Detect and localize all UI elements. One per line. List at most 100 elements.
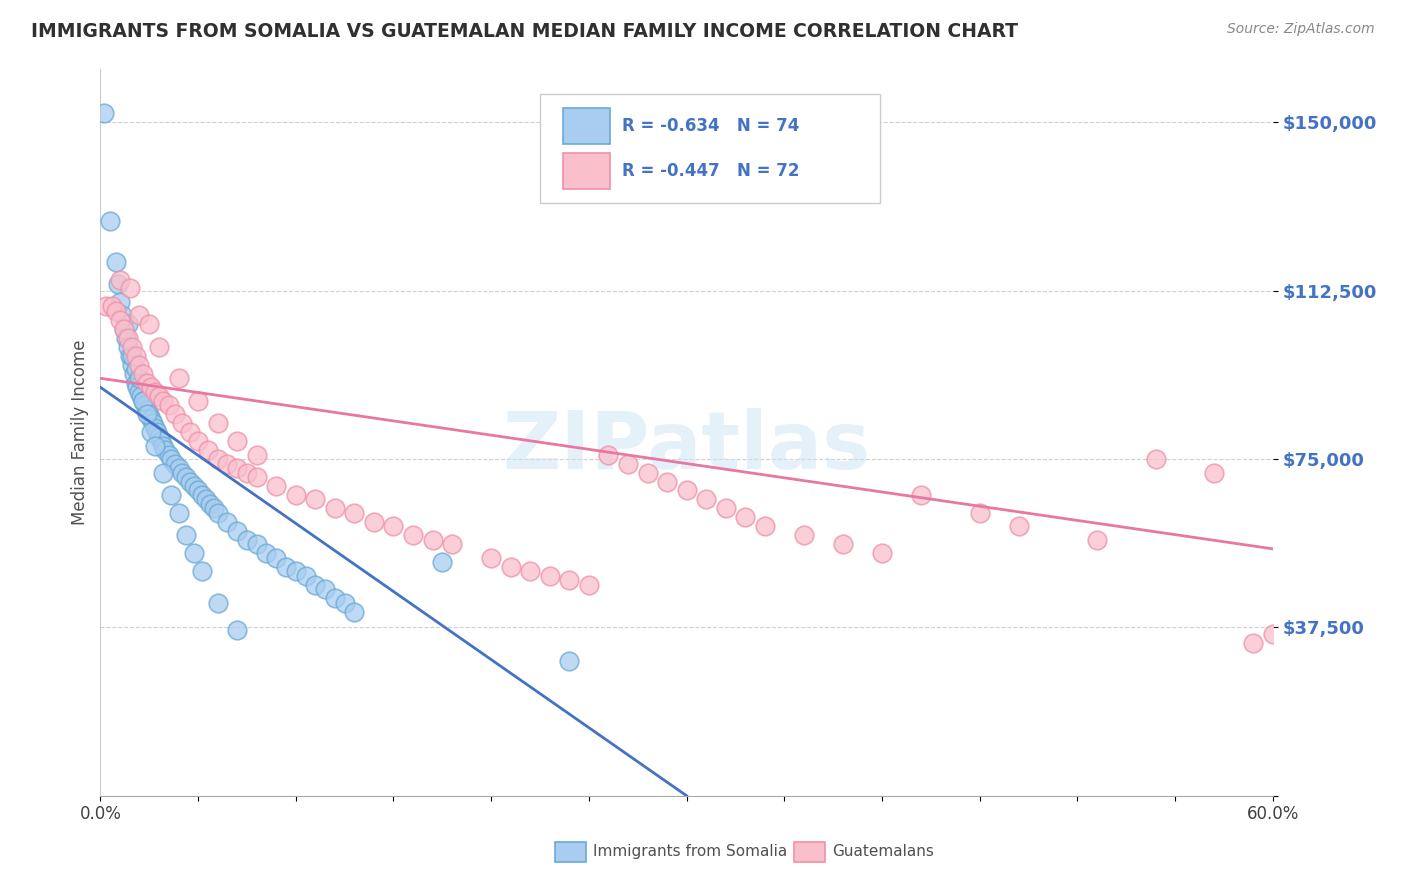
Point — [284, 564, 307, 578]
Point — [333, 596, 356, 610]
Point — [107, 277, 129, 291]
Point — [131, 389, 153, 403]
Point — [714, 501, 737, 516]
Text: R = -0.447   N = 72: R = -0.447 N = 72 — [621, 162, 800, 180]
Point — [323, 501, 346, 516]
Point — [172, 466, 194, 480]
Point — [558, 574, 581, 588]
Point — [157, 398, 180, 412]
Y-axis label: Median Family Income: Median Family Income — [72, 339, 89, 524]
Point — [108, 313, 131, 327]
Point — [152, 393, 174, 408]
Point — [793, 528, 815, 542]
Point — [149, 434, 172, 449]
Point — [538, 569, 561, 583]
Point — [194, 492, 217, 507]
Point — [118, 281, 141, 295]
Point — [246, 537, 269, 551]
Point — [191, 488, 214, 502]
Point — [578, 578, 600, 592]
Point — [202, 501, 225, 516]
Point — [207, 452, 229, 467]
Text: IMMIGRANTS FROM SOMALIA VS GUATEMALAN MEDIAN FAMILY INCOME CORRELATION CHART: IMMIGRANTS FROM SOMALIA VS GUATEMALAN ME… — [31, 22, 1018, 41]
Point — [163, 407, 186, 421]
Point — [323, 591, 346, 606]
Point — [176, 528, 198, 542]
Point — [108, 272, 131, 286]
Point — [167, 371, 190, 385]
Point — [402, 528, 425, 542]
Point — [617, 457, 640, 471]
Point — [122, 367, 145, 381]
Point — [104, 254, 127, 268]
Text: ZIPatlas: ZIPatlas — [502, 408, 870, 485]
Point — [128, 358, 150, 372]
Point — [519, 564, 541, 578]
Point — [969, 506, 991, 520]
Point — [274, 559, 297, 574]
Point — [141, 425, 163, 439]
Text: Guatemalans: Guatemalans — [832, 845, 934, 859]
Point — [132, 393, 155, 408]
Point — [143, 420, 166, 434]
Point — [124, 349, 146, 363]
Point — [734, 510, 756, 524]
Point — [558, 654, 581, 668]
Point — [1204, 466, 1226, 480]
Point — [1008, 519, 1031, 533]
Point — [118, 349, 141, 363]
Point — [294, 569, 316, 583]
Point — [422, 533, 444, 547]
Point — [1085, 533, 1108, 547]
Point — [153, 443, 176, 458]
Point — [128, 309, 150, 323]
Point — [108, 295, 131, 310]
Point — [96, 300, 118, 314]
Point — [176, 470, 198, 484]
Point — [246, 448, 269, 462]
Point — [128, 371, 150, 385]
Point — [143, 439, 166, 453]
Text: Source: ZipAtlas.com: Source: ZipAtlas.com — [1227, 22, 1375, 37]
Point — [124, 376, 146, 390]
Point — [121, 349, 143, 363]
Point — [1261, 627, 1284, 641]
Point — [343, 605, 366, 619]
Point — [141, 380, 163, 394]
Point — [187, 483, 209, 498]
Point — [207, 416, 229, 430]
Point — [910, 488, 932, 502]
Point — [101, 300, 124, 314]
Point — [655, 475, 678, 489]
Point — [207, 596, 229, 610]
Point — [198, 497, 221, 511]
Point — [163, 457, 186, 471]
Point — [117, 331, 139, 345]
Point — [217, 515, 239, 529]
FancyBboxPatch shape — [540, 94, 880, 203]
Point — [432, 555, 454, 569]
Point — [226, 524, 249, 538]
Point — [870, 546, 893, 560]
Point — [98, 214, 121, 228]
Point — [167, 461, 190, 475]
Point — [264, 550, 287, 565]
Point — [132, 393, 155, 408]
Point — [141, 411, 163, 425]
Point — [363, 515, 385, 529]
Point — [157, 448, 180, 462]
Point — [121, 358, 143, 372]
Point — [226, 434, 249, 449]
Point — [104, 304, 127, 318]
Point — [479, 550, 502, 565]
Point — [832, 537, 855, 551]
Point — [159, 488, 181, 502]
Point — [217, 457, 239, 471]
Point — [146, 425, 169, 439]
Bar — [564, 153, 610, 189]
Point — [637, 466, 659, 480]
Point — [284, 488, 307, 502]
Point — [127, 380, 149, 394]
Point — [499, 559, 522, 574]
Point — [124, 362, 146, 376]
